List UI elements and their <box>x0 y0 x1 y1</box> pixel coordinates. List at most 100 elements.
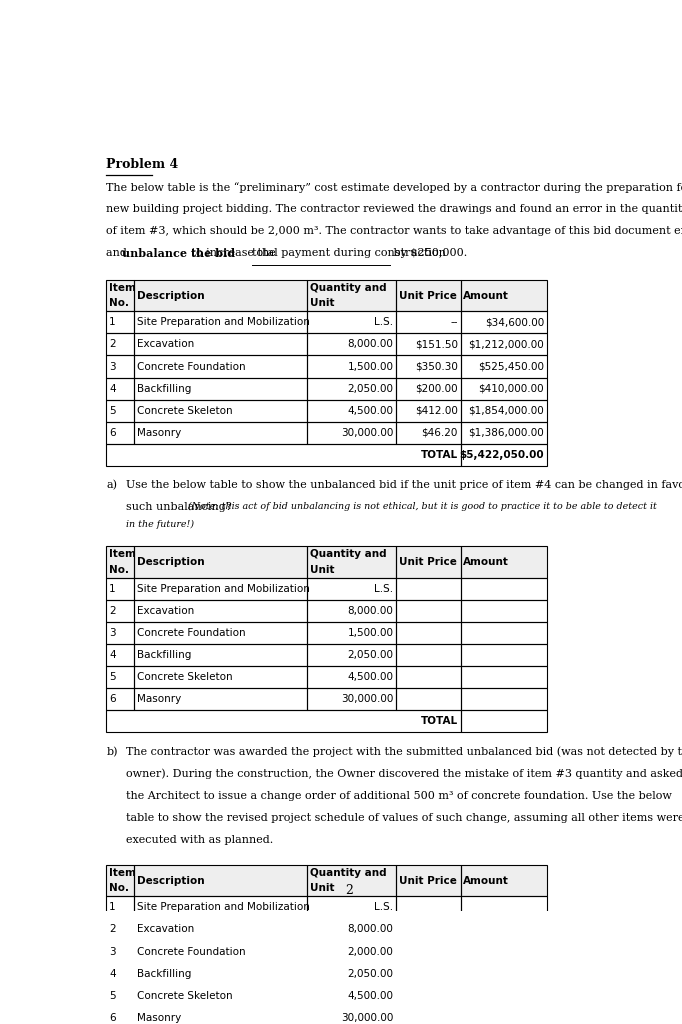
Bar <box>396 399 460 422</box>
Bar <box>308 963 396 985</box>
Bar <box>460 667 547 688</box>
Text: $1,212,000.00: $1,212,000.00 <box>469 339 544 349</box>
Bar <box>134 963 308 985</box>
Bar <box>134 865 308 896</box>
Text: 5: 5 <box>109 672 116 682</box>
Text: Item: Item <box>109 867 136 878</box>
Text: such unbalancing?: such unbalancing? <box>126 502 236 512</box>
Text: TOTAL: TOTAL <box>421 717 458 726</box>
Text: TOTAL: TOTAL <box>421 450 458 460</box>
Text: 6: 6 <box>109 694 116 705</box>
Bar <box>460 546 547 578</box>
Text: Use the below table to show the unbalanced bid if the unit price of item #4 can : Use the below table to show the unbalanc… <box>126 480 682 490</box>
Text: Problem 4: Problem 4 <box>106 159 179 171</box>
Bar <box>308 865 396 896</box>
Text: Backfilling: Backfilling <box>136 384 191 393</box>
Text: 2,050.00: 2,050.00 <box>347 650 394 660</box>
Bar <box>396 622 460 644</box>
Text: the Architect to issue a change order of additional 500 m³ of concrete foundatio: the Architect to issue a change order of… <box>126 791 672 801</box>
Text: Description: Description <box>136 876 204 886</box>
Bar <box>396 422 460 443</box>
Bar <box>308 644 396 667</box>
Bar <box>308 334 396 355</box>
Bar <box>106 622 134 644</box>
Text: 30,000.00: 30,000.00 <box>341 1013 394 1023</box>
Text: 8,000.00: 8,000.00 <box>348 606 394 616</box>
Bar <box>106 578 134 600</box>
Bar <box>134 378 308 399</box>
Bar <box>106 667 134 688</box>
Text: No.: No. <box>109 565 129 574</box>
Bar <box>308 688 396 711</box>
Bar <box>106 896 134 919</box>
Text: Amount: Amount <box>463 557 509 567</box>
Bar <box>134 578 308 600</box>
Bar <box>106 355 134 378</box>
Text: Concrete Foundation: Concrete Foundation <box>136 628 245 638</box>
Bar <box>308 311 396 334</box>
Text: 30,000.00: 30,000.00 <box>341 428 394 437</box>
Text: Quantity and: Quantity and <box>310 549 387 559</box>
Text: 4: 4 <box>109 969 116 979</box>
Text: Unit Price: Unit Price <box>399 291 456 301</box>
Text: Excavation: Excavation <box>136 339 194 349</box>
Bar <box>460 644 547 667</box>
Text: Amount: Amount <box>463 291 509 301</box>
Text: in the future!): in the future!) <box>126 520 194 529</box>
Bar <box>460 711 547 732</box>
Text: Description: Description <box>136 291 204 301</box>
Text: to increase the: to increase the <box>188 248 280 258</box>
Text: 2,000.00: 2,000.00 <box>348 946 394 956</box>
Text: 1,500.00: 1,500.00 <box>347 628 394 638</box>
Bar <box>396 919 460 940</box>
Text: The contractor was awarded the project with the submitted unbalanced bid (was no: The contractor was awarded the project w… <box>126 746 682 757</box>
Text: $410,000.00: $410,000.00 <box>478 384 544 393</box>
Text: b): b) <box>106 746 118 757</box>
Text: 1: 1 <box>109 317 116 328</box>
Bar <box>396 311 460 334</box>
Text: 3: 3 <box>109 361 116 372</box>
Bar <box>308 378 396 399</box>
Text: Unit: Unit <box>310 884 334 894</box>
Text: $350.30: $350.30 <box>415 361 458 372</box>
Bar <box>396 334 460 355</box>
Bar <box>106 600 134 622</box>
Bar <box>396 546 460 578</box>
Bar <box>308 919 396 940</box>
Text: 1: 1 <box>109 584 116 594</box>
Bar <box>308 355 396 378</box>
Bar <box>134 422 308 443</box>
Text: Quantity and: Quantity and <box>310 867 387 878</box>
Bar <box>308 600 396 622</box>
Text: 2: 2 <box>109 925 116 935</box>
Text: a): a) <box>106 480 117 490</box>
Bar <box>396 355 460 378</box>
Bar <box>134 622 308 644</box>
Text: Unit: Unit <box>310 565 334 574</box>
Bar <box>134 355 308 378</box>
Bar <box>396 280 460 311</box>
Bar <box>460 622 547 644</box>
Bar <box>460 399 547 422</box>
Bar <box>106 1007 134 1024</box>
Text: Excavation: Excavation <box>136 606 194 616</box>
Text: L.S.: L.S. <box>374 317 394 328</box>
Text: Quantity and: Quantity and <box>310 283 387 293</box>
Text: Site Preparation and Mobilization: Site Preparation and Mobilization <box>136 584 310 594</box>
Bar <box>134 688 308 711</box>
Text: Backfilling: Backfilling <box>136 650 191 660</box>
Text: No.: No. <box>109 884 129 894</box>
Text: L.S.: L.S. <box>374 584 394 594</box>
Bar <box>460 355 547 378</box>
Text: 2,050.00: 2,050.00 <box>347 384 394 393</box>
Bar <box>134 280 308 311</box>
Bar <box>134 985 308 1007</box>
Text: $46.20: $46.20 <box>421 428 458 437</box>
Bar <box>106 334 134 355</box>
Text: Concrete Foundation: Concrete Foundation <box>136 361 245 372</box>
Bar <box>308 940 396 963</box>
Bar <box>134 334 308 355</box>
Text: $200.00: $200.00 <box>415 384 458 393</box>
Text: $412.00: $412.00 <box>415 406 458 416</box>
Text: by $250,000.: by $250,000. <box>390 248 467 258</box>
